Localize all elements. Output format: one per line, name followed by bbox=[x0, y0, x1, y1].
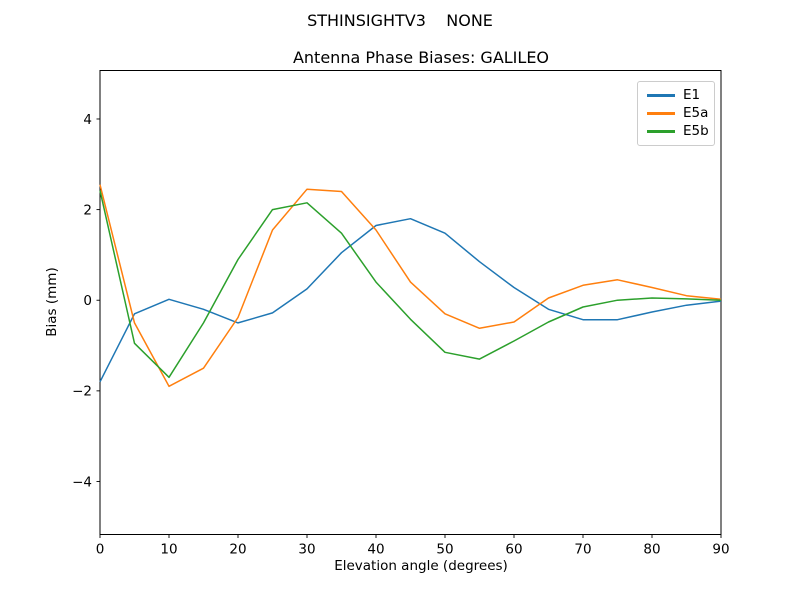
chart-title: Antenna Phase Biases: GALILEO bbox=[292, 48, 550, 67]
y-tick-label: 2 bbox=[83, 202, 92, 218]
x-tick-label: 60 bbox=[505, 542, 522, 558]
y-tick-label: −4 bbox=[72, 474, 92, 490]
x-tick-label: 0 bbox=[96, 542, 105, 558]
series-line-e5a bbox=[99, 184, 722, 388]
x-tick-label: 10 bbox=[160, 542, 177, 558]
x-tick-label: 20 bbox=[229, 542, 246, 558]
y-tick-label: −2 bbox=[72, 384, 92, 400]
x-tick-label: 70 bbox=[574, 542, 591, 558]
legend-label: E5b bbox=[683, 122, 709, 139]
x-tick-label: 30 bbox=[298, 542, 315, 558]
x-tick-label: 40 bbox=[367, 542, 384, 558]
legend-item-e5b: E5b bbox=[647, 122, 714, 139]
legend-item-e1: E1 bbox=[647, 86, 714, 103]
y-tick-label: 0 bbox=[83, 293, 92, 309]
x-tick-label: 80 bbox=[643, 542, 660, 558]
legend: E1 E5a E5b bbox=[637, 81, 715, 146]
legend-line-icon bbox=[647, 94, 675, 97]
figure-suptitle: STHINSIGHTV3 NONE bbox=[307, 11, 493, 30]
y-tick-label: 4 bbox=[83, 112, 92, 128]
legend-label: E5a bbox=[683, 104, 709, 121]
axes-frame bbox=[99, 70, 722, 535]
x-axis-label: Elevation angle (degrees) bbox=[334, 558, 508, 574]
legend-label: E1 bbox=[683, 86, 701, 103]
series-line-e5b bbox=[99, 190, 722, 379]
x-tick-label: 50 bbox=[436, 542, 453, 558]
legend-line-icon bbox=[647, 130, 675, 133]
y-axis-label: Bias (mm) bbox=[44, 267, 60, 337]
x-tick-label: 90 bbox=[712, 542, 729, 558]
series-line-e1 bbox=[99, 217, 722, 383]
legend-item-e5a: E5a bbox=[647, 104, 714, 121]
legend-line-icon bbox=[647, 112, 675, 115]
